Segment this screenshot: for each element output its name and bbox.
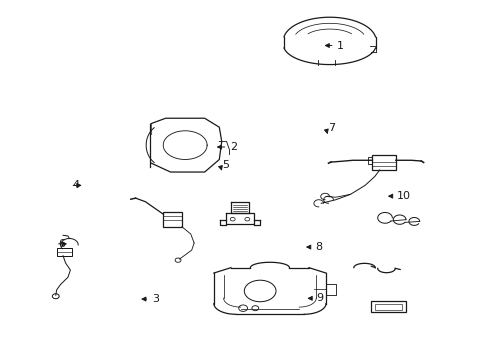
Text: 9: 9: [316, 293, 323, 303]
Text: 7: 7: [328, 123, 335, 133]
Text: 10: 10: [396, 191, 410, 201]
Bar: [57, 248, 72, 256]
Bar: [163, 212, 182, 227]
Text: 8: 8: [315, 242, 322, 252]
Bar: [372, 155, 395, 170]
Text: 6: 6: [58, 239, 65, 249]
Text: 4: 4: [73, 180, 80, 190]
Bar: [370, 301, 406, 312]
Text: 2: 2: [229, 142, 237, 152]
Text: 1: 1: [336, 41, 344, 50]
Text: 3: 3: [152, 294, 159, 304]
Bar: [374, 303, 402, 310]
Text: 5: 5: [222, 160, 229, 170]
